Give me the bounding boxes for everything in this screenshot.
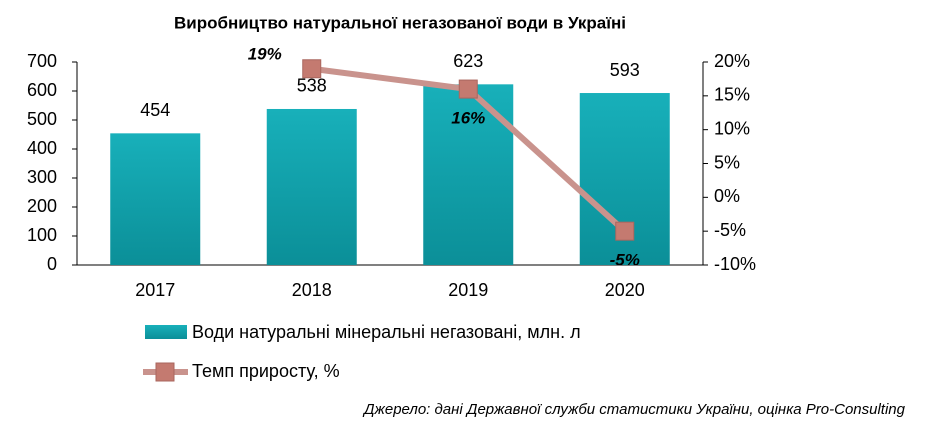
growth-label: 19% [248, 44, 282, 63]
y-tick-label: 600 [27, 80, 57, 100]
x-tick-label: 2018 [292, 280, 332, 300]
legend-swatch [145, 325, 187, 339]
x-tick-label: 2017 [135, 280, 175, 300]
legend-label: Води натуральні мінеральні негазовані, м… [192, 322, 581, 342]
bar [110, 133, 201, 265]
legend-marker [155, 362, 175, 382]
y-tick-label: 200 [27, 196, 57, 216]
y2-tick-label: -5% [714, 220, 746, 240]
growth-label: 16% [451, 109, 485, 128]
y-tick-label: 500 [27, 109, 57, 129]
y-tick-label: 700 [27, 51, 57, 71]
legend-label: Темп приросту, % [192, 361, 340, 381]
growth-marker [302, 59, 322, 79]
growth-label: -5% [610, 251, 640, 270]
y-tick-label: 100 [27, 225, 57, 245]
y-tick-label: 0 [47, 254, 57, 274]
source-note: Джерело: дані Державної служби статистик… [362, 401, 906, 418]
x-tick-label: 2020 [605, 280, 645, 300]
y-tick-label: 300 [27, 167, 57, 187]
y2-tick-label: 20% [714, 51, 750, 71]
y2-tick-label: -10% [714, 254, 756, 274]
y2-tick-label: 0% [714, 186, 740, 206]
growth-marker [458, 79, 478, 99]
bar-value-label: 593 [610, 60, 640, 80]
bar-value-label: 538 [297, 76, 327, 96]
y-tick-label: 400 [27, 138, 57, 158]
y2-tick-label: 5% [714, 152, 740, 172]
bar-value-label: 623 [453, 51, 483, 71]
chart-title: Виробництво натуральної негазованої води… [174, 13, 626, 32]
y2-tick-label: 15% [714, 85, 750, 105]
growth-marker [615, 221, 635, 241]
bar [266, 108, 357, 265]
bar-value-label: 454 [140, 100, 170, 120]
y2-tick-label: 10% [714, 118, 750, 138]
x-tick-label: 2019 [448, 280, 488, 300]
